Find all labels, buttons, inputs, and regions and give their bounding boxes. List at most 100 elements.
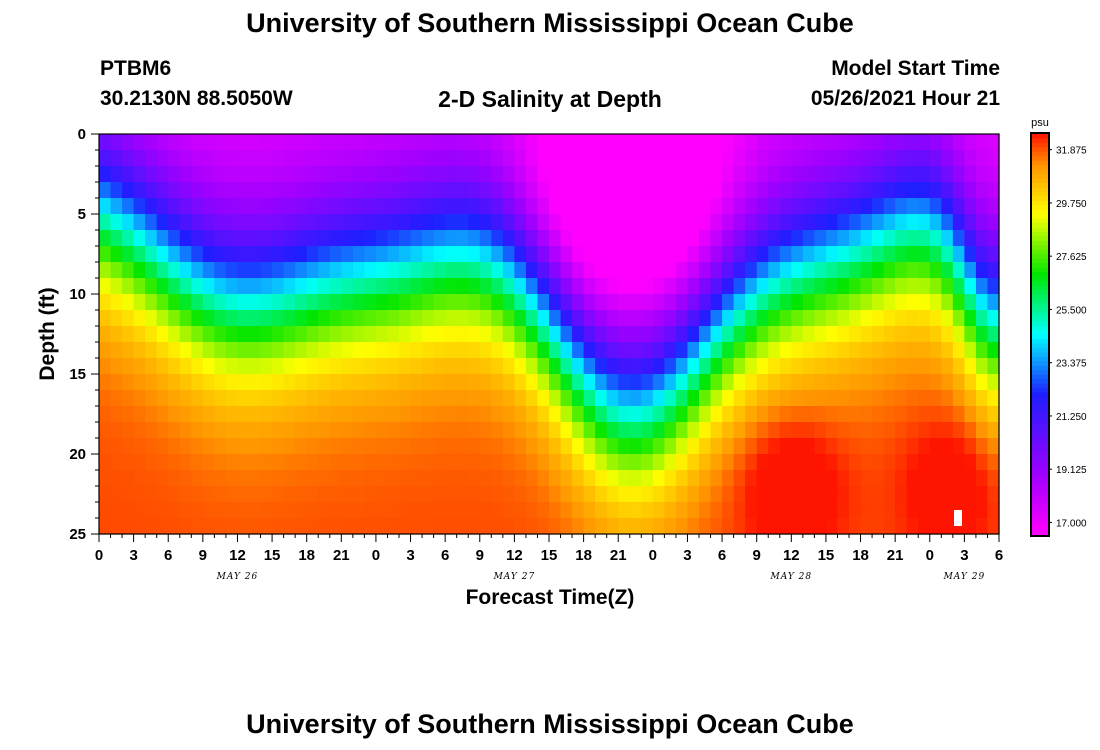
heatmap-cell bbox=[225, 294, 239, 311]
heatmap-cell bbox=[156, 326, 169, 343]
colorbar-segment bbox=[1032, 254, 1048, 260]
heatmap-cell bbox=[445, 470, 458, 487]
heatmap-cell bbox=[179, 278, 192, 295]
heatmap-cell bbox=[399, 326, 412, 343]
heatmap-cell bbox=[837, 310, 850, 327]
heatmap-cell bbox=[468, 502, 481, 519]
heatmap-cell bbox=[433, 438, 446, 455]
heatmap-cell bbox=[549, 294, 562, 311]
heatmap-cell bbox=[422, 502, 435, 519]
heatmap-cell bbox=[629, 342, 642, 359]
heatmap-cell bbox=[860, 486, 873, 503]
heatmap-cell bbox=[283, 518, 296, 535]
heatmap-cell bbox=[410, 486, 423, 503]
heatmap-cell bbox=[652, 342, 665, 359]
heatmap-cell bbox=[606, 438, 619, 455]
heatmap-cell bbox=[722, 278, 735, 295]
heatmap-cell bbox=[918, 470, 931, 487]
heatmap-cell bbox=[168, 470, 181, 487]
heatmap-cell bbox=[260, 390, 273, 407]
heatmap-cell bbox=[375, 246, 389, 263]
heatmap-cell bbox=[295, 486, 308, 503]
heatmap-cell bbox=[341, 518, 354, 535]
heatmap-cell bbox=[156, 518, 169, 535]
heatmap-cell bbox=[502, 310, 515, 327]
heatmap-cell bbox=[906, 438, 919, 455]
heatmap-cell bbox=[341, 310, 354, 327]
heatmap-cell bbox=[122, 470, 135, 487]
heatmap-cell bbox=[952, 182, 965, 199]
heatmap-cell bbox=[895, 342, 908, 359]
heatmap-cell bbox=[895, 134, 908, 151]
heatmap-cell bbox=[687, 230, 700, 247]
heatmap-cell bbox=[918, 262, 931, 279]
heatmap-cell bbox=[722, 358, 735, 375]
heatmap-cell bbox=[156, 374, 169, 391]
heatmap-cell bbox=[272, 342, 285, 359]
heatmap-cell bbox=[641, 406, 654, 423]
heatmap-cell bbox=[295, 326, 308, 343]
colorbar-unit: psu bbox=[1031, 117, 1049, 129]
heatmap-cell bbox=[133, 342, 146, 359]
heatmap-cell bbox=[99, 134, 112, 151]
heatmap-cell bbox=[814, 470, 827, 487]
heatmap-cell bbox=[202, 358, 215, 375]
colorbar-segment bbox=[1032, 200, 1048, 206]
colorbar-segment bbox=[1032, 151, 1048, 157]
heatmap-cell bbox=[733, 422, 746, 439]
heatmap-cell bbox=[975, 230, 989, 247]
heatmap-cell bbox=[629, 470, 642, 487]
heatmap-cell bbox=[456, 214, 469, 231]
heatmap-cell bbox=[145, 246, 158, 263]
heatmap-cell bbox=[318, 262, 331, 279]
heatmap-cell bbox=[629, 166, 642, 183]
heatmap-cell bbox=[664, 150, 677, 167]
heatmap-cell bbox=[549, 454, 562, 471]
heatmap-cell bbox=[491, 326, 504, 343]
heatmap-cell bbox=[906, 486, 919, 503]
heatmap-cell bbox=[652, 262, 665, 279]
colorbar-segment bbox=[1032, 227, 1048, 233]
heatmap-cell bbox=[433, 134, 446, 151]
heatmap-cell bbox=[872, 134, 885, 151]
heatmap-cell bbox=[179, 294, 192, 311]
heatmap-cell bbox=[722, 406, 735, 423]
heatmap-cell bbox=[410, 390, 423, 407]
heatmap-cell bbox=[745, 390, 758, 407]
heatmap-cell bbox=[399, 454, 412, 471]
heatmap-cell bbox=[779, 166, 792, 183]
heatmap-cell bbox=[272, 294, 285, 311]
heatmap-cell bbox=[687, 454, 700, 471]
heatmap-cell bbox=[364, 358, 377, 375]
heatmap-cell bbox=[295, 150, 308, 167]
heatmap-cell bbox=[168, 422, 181, 439]
heatmap-cell bbox=[883, 166, 896, 183]
heatmap-cell bbox=[433, 310, 446, 327]
heatmap-cell bbox=[687, 278, 700, 295]
heatmap-cell bbox=[687, 374, 700, 391]
y-tick-label: 10 bbox=[69, 286, 86, 303]
x-tick-label: 9 bbox=[476, 547, 484, 564]
heatmap-cell bbox=[468, 390, 481, 407]
heatmap-cell bbox=[941, 326, 954, 343]
heatmap-cell bbox=[514, 278, 527, 295]
heatmap-cell bbox=[687, 470, 700, 487]
heatmap-cell bbox=[156, 134, 169, 151]
heatmap-cell bbox=[514, 230, 527, 247]
heatmap-cell bbox=[214, 470, 227, 487]
heatmap-cell bbox=[641, 358, 654, 375]
heatmap-cell bbox=[987, 294, 1000, 311]
heatmap-cell bbox=[733, 390, 746, 407]
heatmap-cell bbox=[179, 358, 192, 375]
heatmap-cell bbox=[491, 182, 504, 199]
heatmap-cell bbox=[341, 454, 354, 471]
heatmap-cell bbox=[733, 246, 746, 263]
heatmap-cell bbox=[929, 166, 942, 183]
heatmap-cell bbox=[410, 454, 423, 471]
heatmap-cell bbox=[272, 198, 285, 215]
heatmap-cell bbox=[375, 182, 389, 199]
heatmap-cell bbox=[364, 470, 377, 487]
heatmap-cell bbox=[456, 182, 469, 199]
heatmap-cell bbox=[387, 422, 400, 439]
heatmap-cell bbox=[768, 278, 781, 295]
